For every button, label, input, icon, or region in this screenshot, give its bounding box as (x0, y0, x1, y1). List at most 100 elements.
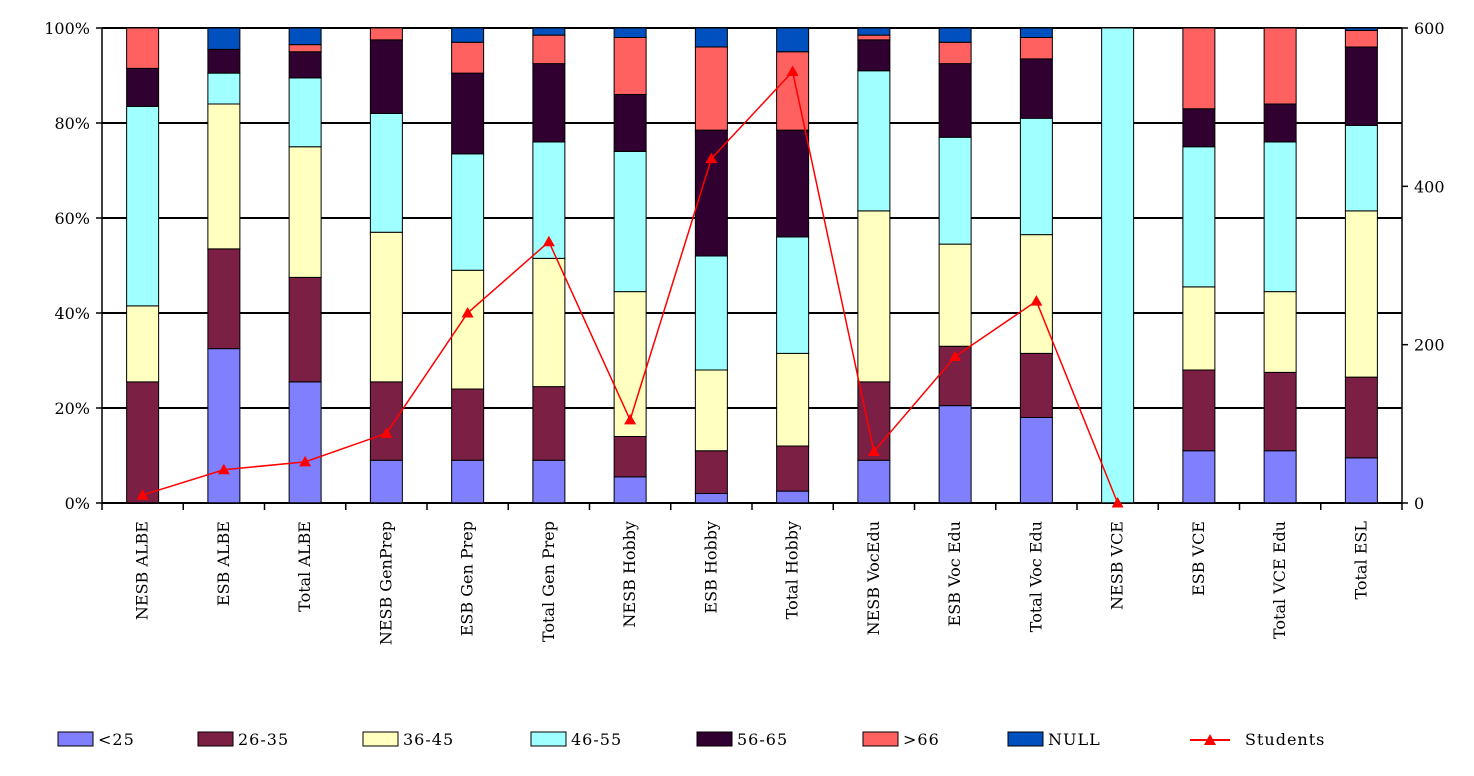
bar-segment (857, 210, 891, 383)
bar-segment (207, 103, 241, 250)
y2-tick-label: 200 (1414, 336, 1445, 355)
bar-segment (938, 41, 972, 65)
x-tick-label: NESB Hobby (620, 521, 639, 628)
bar-segment (1019, 37, 1053, 60)
bar-segment (1344, 124, 1378, 212)
legend-label: NULL (1048, 730, 1101, 749)
bar-segment (532, 459, 566, 504)
legend-label: 36-45 (403, 730, 454, 749)
x-tick-label: Total Gen Prep (539, 521, 558, 642)
bar-segment (694, 255, 728, 371)
bar-segment (776, 51, 810, 131)
x-tick-label: ESB Gen Prep (458, 521, 477, 636)
bar-segment (613, 291, 647, 437)
bar-segment (1263, 450, 1297, 504)
legend-item: >66 (862, 730, 939, 749)
bar-segment (694, 46, 728, 131)
legend-item: 26-35 (197, 730, 289, 749)
bar-segment (207, 48, 241, 74)
x-tick-label: ESB ALBE (214, 521, 233, 606)
students-point (380, 427, 393, 438)
students-point (949, 350, 962, 362)
bar-segment (613, 37, 647, 95)
bar-segment (288, 51, 322, 79)
students-point (136, 489, 149, 500)
legend-label: <25 (98, 730, 135, 749)
bar-segment (1019, 58, 1053, 119)
bar-segment (369, 113, 403, 233)
bar-segment (288, 44, 322, 53)
bar-segment (938, 405, 972, 504)
legend-swatch (862, 731, 899, 747)
legend-label: Students (1245, 730, 1325, 749)
bar-segment (451, 388, 485, 461)
bar-segment (451, 27, 485, 43)
y2-tick-label: 400 (1414, 177, 1445, 196)
y-tick-label: 20% (54, 399, 90, 418)
bar-segment (207, 248, 241, 350)
bar-segment (532, 63, 566, 143)
bar-segment (1182, 108, 1216, 148)
bar-segment (1182, 286, 1216, 371)
bar-segment (532, 257, 566, 388)
bar-segment (126, 105, 160, 307)
y-tick-label: 100% (44, 19, 90, 38)
bar-segment (1263, 141, 1297, 293)
x-tick-label: Total Voc Edu (1026, 521, 1045, 632)
legend-item: Students (1190, 730, 1325, 749)
bars (126, 27, 1378, 504)
legend-item: 36-45 (362, 730, 454, 749)
students-point (786, 65, 799, 77)
bar-segment (126, 305, 160, 383)
students-point (299, 455, 312, 467)
bar-segment (126, 27, 160, 69)
bar-segment (1263, 371, 1297, 452)
legend-item: 56-65 (696, 730, 788, 749)
x-tick-label: NESB VCE (1108, 521, 1127, 610)
bar-segment (1263, 291, 1297, 373)
bar-segment (1263, 103, 1297, 143)
bar-segment (694, 27, 728, 48)
legend-item: NULL (1007, 730, 1101, 749)
bar-segment (1182, 146, 1216, 288)
students-point (705, 152, 718, 164)
x-tick-label: ESB VCE (1189, 521, 1208, 596)
bar-segment (857, 459, 891, 504)
bar-segment (288, 77, 322, 148)
bar-segment (1344, 29, 1378, 48)
bar-segment (613, 27, 647, 38)
bar-segment (1182, 450, 1216, 504)
bar-segment (1344, 27, 1378, 31)
x-tick-label: Total Hobby (783, 521, 802, 619)
students-point (217, 463, 230, 475)
bar-segment (1019, 352, 1053, 418)
bar-segment (613, 476, 647, 504)
bar-segment (369, 27, 403, 41)
students-line (136, 65, 1124, 508)
y-tick-label: 80% (54, 114, 90, 133)
y2-tick-label: 0 (1414, 494, 1424, 513)
bar-segment (207, 348, 241, 504)
bar-segment (1263, 27, 1297, 105)
bar-segment (1344, 46, 1378, 126)
legend-item: <25 (57, 730, 135, 749)
students-point (1030, 295, 1043, 306)
y-tick-label: 0% (65, 494, 90, 513)
bar-segment (1344, 210, 1378, 378)
x-tick-label: NESB GenPrep (376, 521, 395, 645)
bar-segment (207, 72, 241, 105)
x-tick-label: NESB ALBE (133, 521, 152, 620)
bar-segment (776, 445, 810, 492)
legend-label: 26-35 (238, 730, 289, 749)
bar-segment (1182, 369, 1216, 452)
bar-segment (1019, 417, 1053, 504)
legend-swatch (696, 731, 733, 747)
students-point (867, 445, 880, 457)
bar-segment (613, 151, 647, 293)
bar-segment (369, 231, 403, 383)
bar-segment (776, 490, 810, 504)
legend-label: 56-65 (737, 730, 788, 749)
bar-segment (369, 39, 403, 114)
bar-segment (288, 381, 322, 504)
bar-segment (613, 436, 647, 478)
